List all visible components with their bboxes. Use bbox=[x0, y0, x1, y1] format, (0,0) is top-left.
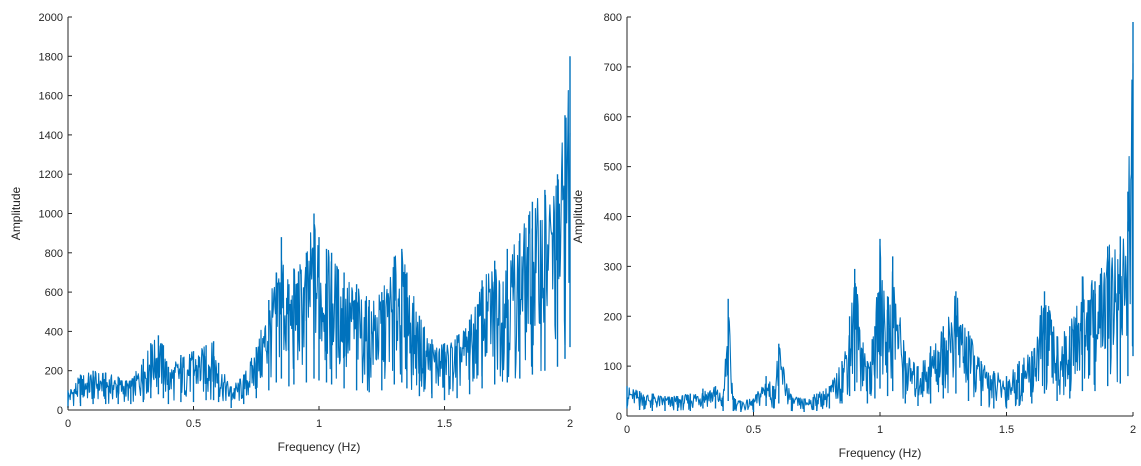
left-y-tick-label-9: 1800 bbox=[39, 51, 63, 63]
left-x-axis-label: Frequency (Hz) bbox=[278, 440, 361, 454]
right-y-tick-label-0: 0 bbox=[616, 411, 622, 423]
right-y-tick-label-2: 200 bbox=[604, 311, 622, 323]
left-y-tick-label-0: 0 bbox=[57, 405, 63, 417]
left-y-tick-label-8: 1600 bbox=[39, 91, 63, 103]
right-chart-panel: 0 0.5 1 1.5 2 0 100 200 300 400 500 600 700 800 Freque… bbox=[571, 12, 1136, 460]
left-x-tick-label-3: 1.5 bbox=[437, 418, 452, 430]
left-y-axis-label: Amplitude bbox=[9, 187, 23, 241]
right-y-tick-label-6: 600 bbox=[604, 112, 622, 124]
right-y-tick-label-7: 700 bbox=[604, 62, 622, 74]
right-x-tick-label-0: 0 bbox=[624, 424, 630, 436]
right-y-tick-label-1: 100 bbox=[604, 361, 622, 373]
left-y-tick-label-4: 800 bbox=[45, 248, 63, 260]
left-y-tick-label-1: 200 bbox=[45, 366, 63, 378]
right-y-tick-label-4: 400 bbox=[604, 212, 622, 224]
left-y-tick-label-10: 2000 bbox=[39, 12, 63, 24]
right-x-tick-label-3: 1.5 bbox=[999, 424, 1014, 436]
right-x-tick-label-1: 0.5 bbox=[746, 424, 761, 436]
left-x-tick-label-4: 2 bbox=[567, 418, 573, 430]
left-x-tick-label-1: 0.5 bbox=[186, 418, 201, 430]
right-y-tick-label-5: 500 bbox=[604, 162, 622, 174]
left-y-tick-label-3: 600 bbox=[45, 287, 63, 299]
right-y-axis-label: Amplitude bbox=[571, 190, 585, 244]
left-y-tick-label-7: 1400 bbox=[39, 130, 63, 142]
right-x-tick-label-4: 2 bbox=[1130, 424, 1136, 436]
left-y-tick-label-6: 1200 bbox=[39, 169, 63, 181]
left-y-tick-label-2: 400 bbox=[45, 326, 63, 338]
right-x-tick-label-2: 1 bbox=[877, 424, 883, 436]
right-y-tick-label-8: 800 bbox=[604, 12, 622, 24]
left-x-tick-label-2: 1 bbox=[316, 418, 322, 430]
right-y-tick-label-3: 300 bbox=[604, 261, 622, 273]
left-y-tick-label-5: 1000 bbox=[39, 209, 63, 221]
right-x-axis-label: Frequency (Hz) bbox=[839, 446, 922, 460]
left-x-tick-label-0: 0 bbox=[65, 418, 71, 430]
left-chart-panel: 0 0.5 1 1.5 2 0 200 400 600 800 1000 1200 1400 1600 18… bbox=[9, 12, 573, 454]
